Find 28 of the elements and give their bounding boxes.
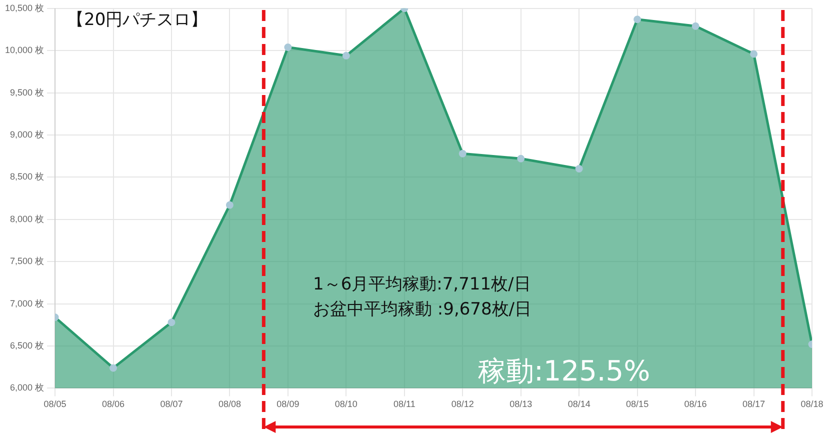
y-tick-label: 8,500 枚 [10, 172, 44, 182]
x-tick-label: 08/17 [742, 399, 766, 410]
y-tick-label: 6,500 枚 [10, 340, 44, 350]
x-tick-label: 08/07 [160, 399, 183, 410]
x-tick-label: 08/05 [44, 399, 66, 410]
annotation: 1～6月平均稼動:7,711枚/日 [313, 274, 531, 294]
x-tick-label: 08/10 [334, 399, 358, 410]
annotation: 稼動:125.5% [478, 354, 650, 388]
y-tick-label: 7,500 枚 [10, 256, 44, 266]
y-tick-label: 10,500 枚 [4, 2, 44, 13]
y-tick-label: 7,000 枚 [10, 298, 44, 308]
x-tick-label: 08/13 [510, 399, 532, 410]
annotation: お盆中平均稼動 :9,678枚/日 [313, 299, 532, 320]
chart-title: 【20円パチスロ】 [67, 10, 208, 30]
x-tick-label: 08/11 [393, 399, 416, 410]
x-tick-label: 08/16 [684, 399, 707, 410]
x-tick-label: 08/09 [276, 399, 300, 410]
x-tick-label: 08/12 [451, 399, 474, 410]
y-tick-label: 10,000 枚 [4, 45, 44, 56]
x-tick-label: 08/15 [626, 399, 649, 410]
y-tick-label: 6,000 枚 [10, 382, 44, 393]
y-tick-label: 9,500 枚 [10, 87, 44, 98]
x-tick-label: 08/14 [568, 399, 590, 410]
y-tick-label: 9,000 枚 [10, 129, 44, 140]
y-tick-label: 8,000 枚 [10, 214, 44, 224]
x-tick-label: 08/06 [102, 399, 125, 410]
x-tick-label: 08/18 [800, 399, 824, 410]
x-tick-label: 08/08 [218, 399, 241, 410]
